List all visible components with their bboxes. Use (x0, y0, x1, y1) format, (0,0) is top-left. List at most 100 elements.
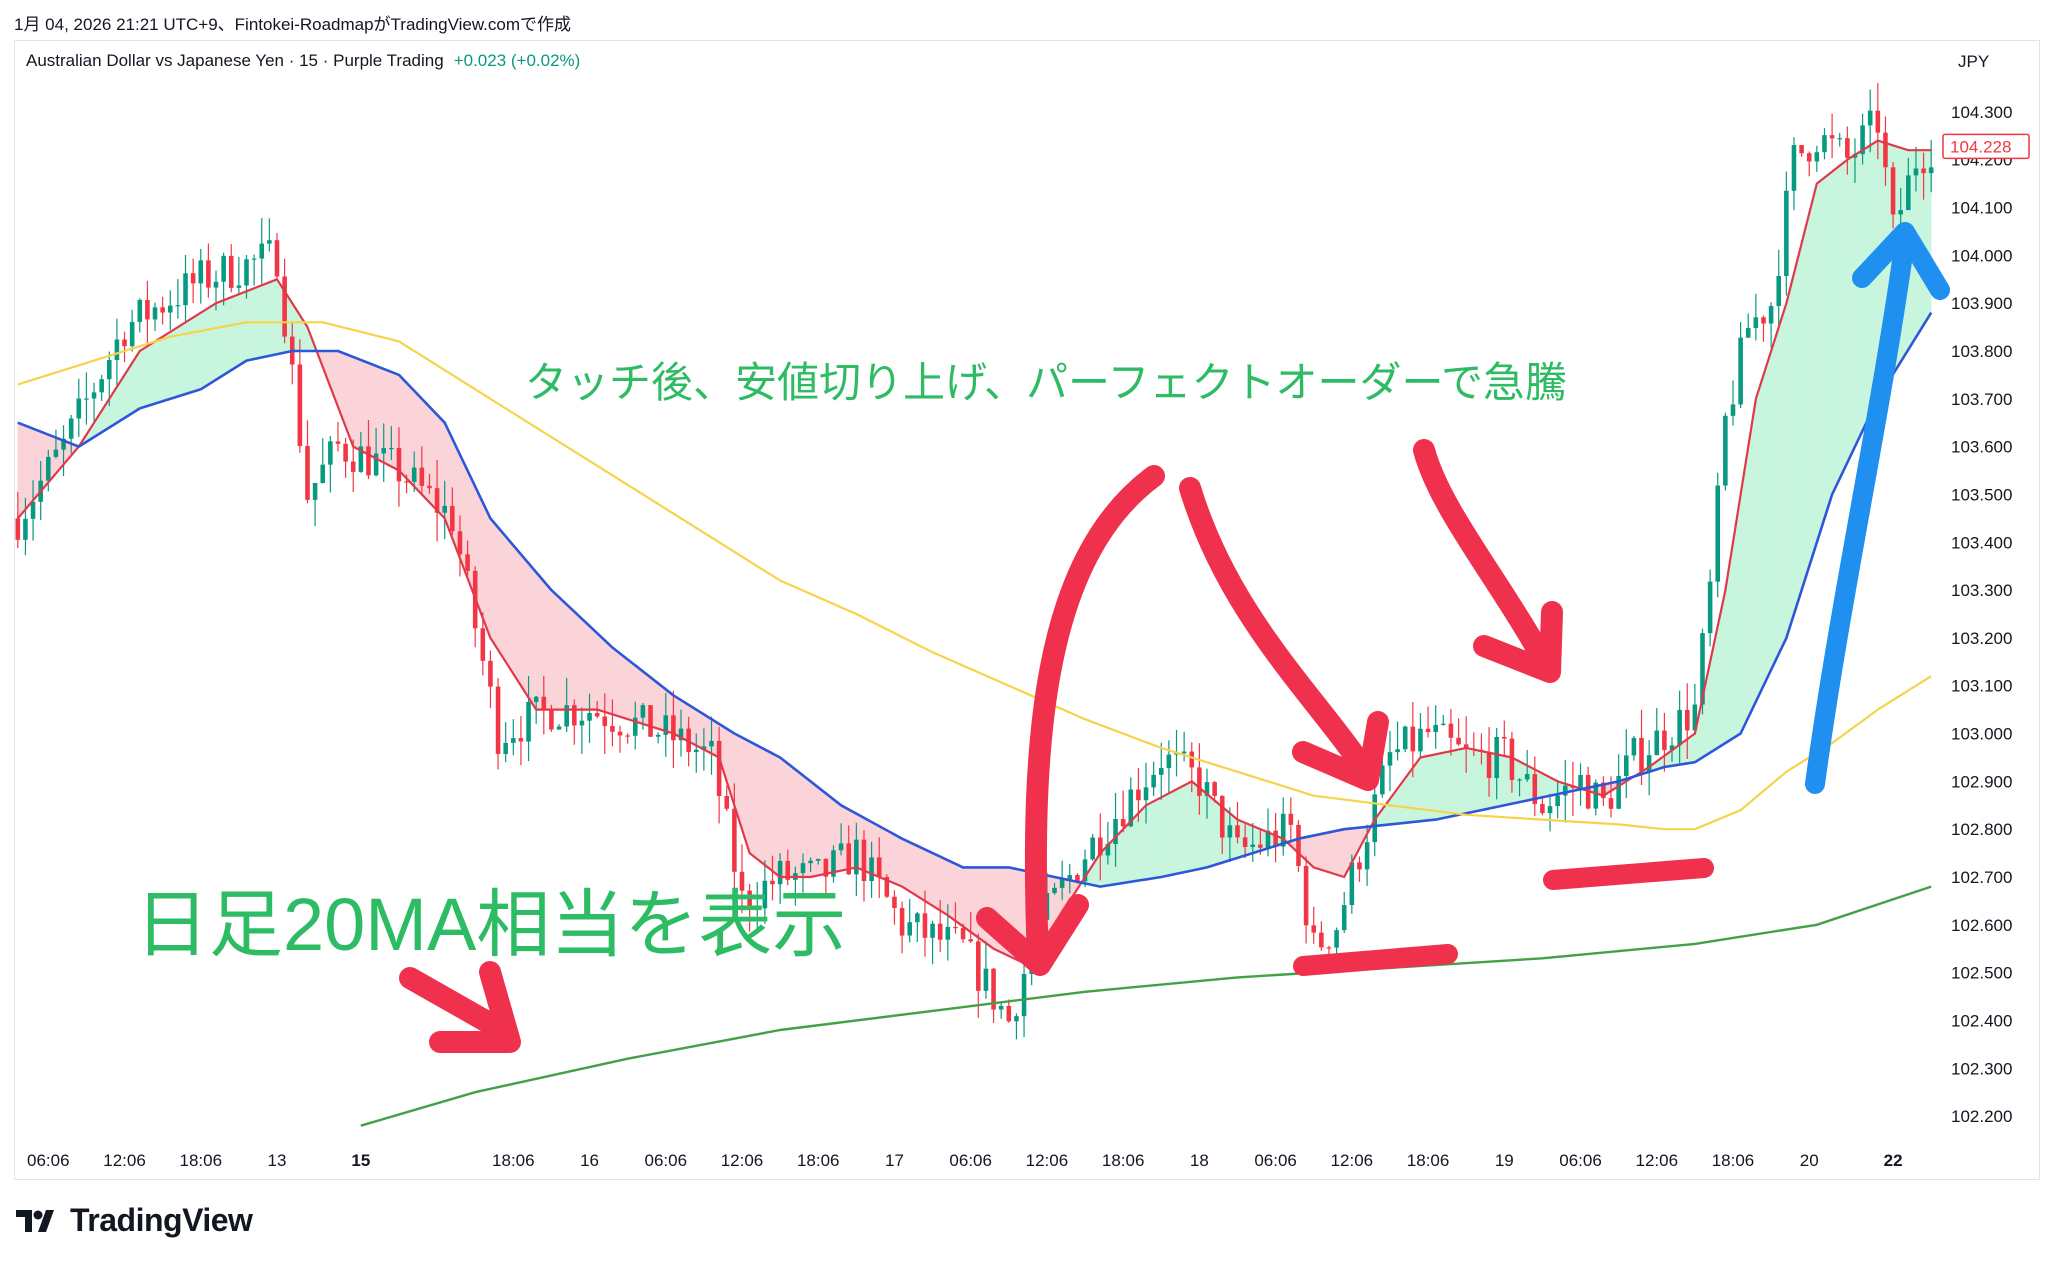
candle-body (1250, 844, 1256, 847)
candle (1921, 152, 1926, 200)
candle-body (777, 860, 783, 885)
ma-fill-segment (1862, 144, 1871, 431)
candle-body (693, 749, 699, 753)
candle-body (434, 488, 440, 513)
candle (1273, 813, 1278, 863)
candle (663, 692, 669, 757)
tradingview-logo-icon (16, 1209, 54, 1232)
candle (251, 254, 257, 286)
candle (1684, 683, 1690, 760)
candle-body (1738, 337, 1743, 405)
candle-body (1684, 709, 1690, 731)
tradingview-logo[interactable]: TradingView (16, 1202, 253, 1239)
candle (68, 414, 74, 454)
candle (396, 427, 402, 507)
candle (442, 480, 447, 540)
candle-body (1502, 736, 1507, 739)
ma-fill-segment (764, 748, 773, 872)
ma-fill-segment (200, 307, 209, 390)
ma-line-mid (17, 312, 1933, 888)
ma-fill-segment (1465, 747, 1475, 814)
ma-fill-segment (787, 762, 796, 878)
candle-body (1006, 1005, 1012, 1022)
candle (282, 258, 287, 344)
candle (1341, 891, 1347, 934)
candle-body (282, 276, 287, 337)
candle (983, 941, 989, 999)
ma-fill-segment (505, 535, 514, 675)
candle-body (343, 443, 348, 462)
candle (46, 449, 51, 492)
currency-label[interactable]: JPY (1958, 52, 1990, 71)
candle (671, 690, 676, 768)
candle (640, 702, 646, 730)
candle-body (998, 1005, 1004, 1010)
price-tick-label: 102.500 (1951, 964, 2012, 983)
candle-body (122, 339, 127, 347)
candle (1014, 1013, 1019, 1040)
candle (343, 437, 348, 478)
candle (1059, 860, 1065, 901)
candle (1441, 714, 1446, 726)
candle (732, 783, 737, 893)
candle-body (1364, 842, 1370, 870)
candle (1235, 801, 1240, 844)
candle-body (1090, 837, 1095, 860)
candle (389, 426, 394, 461)
chart-frame (14, 40, 2040, 1180)
red-arrow-4-head (429, 961, 521, 1053)
ma-fill-segment (1321, 832, 1330, 873)
candle (198, 248, 204, 304)
candle (892, 890, 897, 925)
candle-body (1723, 415, 1728, 486)
candle (1067, 863, 1073, 894)
candle-body (1151, 774, 1156, 788)
candle-body (899, 907, 905, 936)
ma-fill-segment (1435, 752, 1444, 820)
time-tick-label: 06:06 (1254, 1151, 1297, 1170)
symbol-legend[interactable]: Australian Dollar vs Japanese Yen · 15 ·… (26, 51, 580, 71)
candle-body (1441, 723, 1446, 725)
candle-body (976, 941, 981, 991)
ma-fill-segment (901, 838, 911, 892)
candle-body (1197, 767, 1202, 796)
candle-body (1059, 879, 1065, 888)
candle (152, 302, 158, 332)
candle-body (335, 441, 341, 444)
candle (899, 901, 905, 954)
candle (434, 459, 440, 542)
candle-body (1631, 737, 1637, 756)
candle (1158, 742, 1164, 800)
ma-fill-segment (360, 359, 369, 456)
candle (1097, 813, 1103, 881)
red-arrow-1-head (976, 894, 1089, 976)
candle-body (114, 339, 120, 361)
candle-body (160, 307, 165, 313)
time-tick-label: 18:06 (1712, 1151, 1755, 1170)
candle-body (861, 839, 867, 882)
candle-body (1837, 138, 1842, 140)
candle (190, 258, 196, 304)
candle-body (1319, 932, 1324, 948)
annotation-bottom-text: 日足20MA相当を表示 (135, 883, 846, 966)
candle (846, 825, 852, 875)
ma-fill-segment (947, 859, 956, 922)
ma-fill-segment (1313, 833, 1322, 871)
ma-fill-segment (1519, 760, 1528, 803)
candle (861, 830, 867, 902)
ma-fill-segment (208, 302, 217, 386)
candle-body (1204, 782, 1210, 796)
ma-fill-segment (970, 867, 979, 939)
candle-body (1860, 125, 1865, 155)
ma-fill-segment (772, 752, 781, 878)
time-tick-label: 17 (885, 1151, 904, 1170)
candle (488, 650, 493, 709)
candle-body (488, 660, 493, 687)
candle-body (1555, 795, 1560, 807)
candle-body (671, 715, 676, 741)
ma-fill-segment (1153, 796, 1162, 879)
candle (335, 421, 341, 452)
candle (915, 911, 920, 943)
